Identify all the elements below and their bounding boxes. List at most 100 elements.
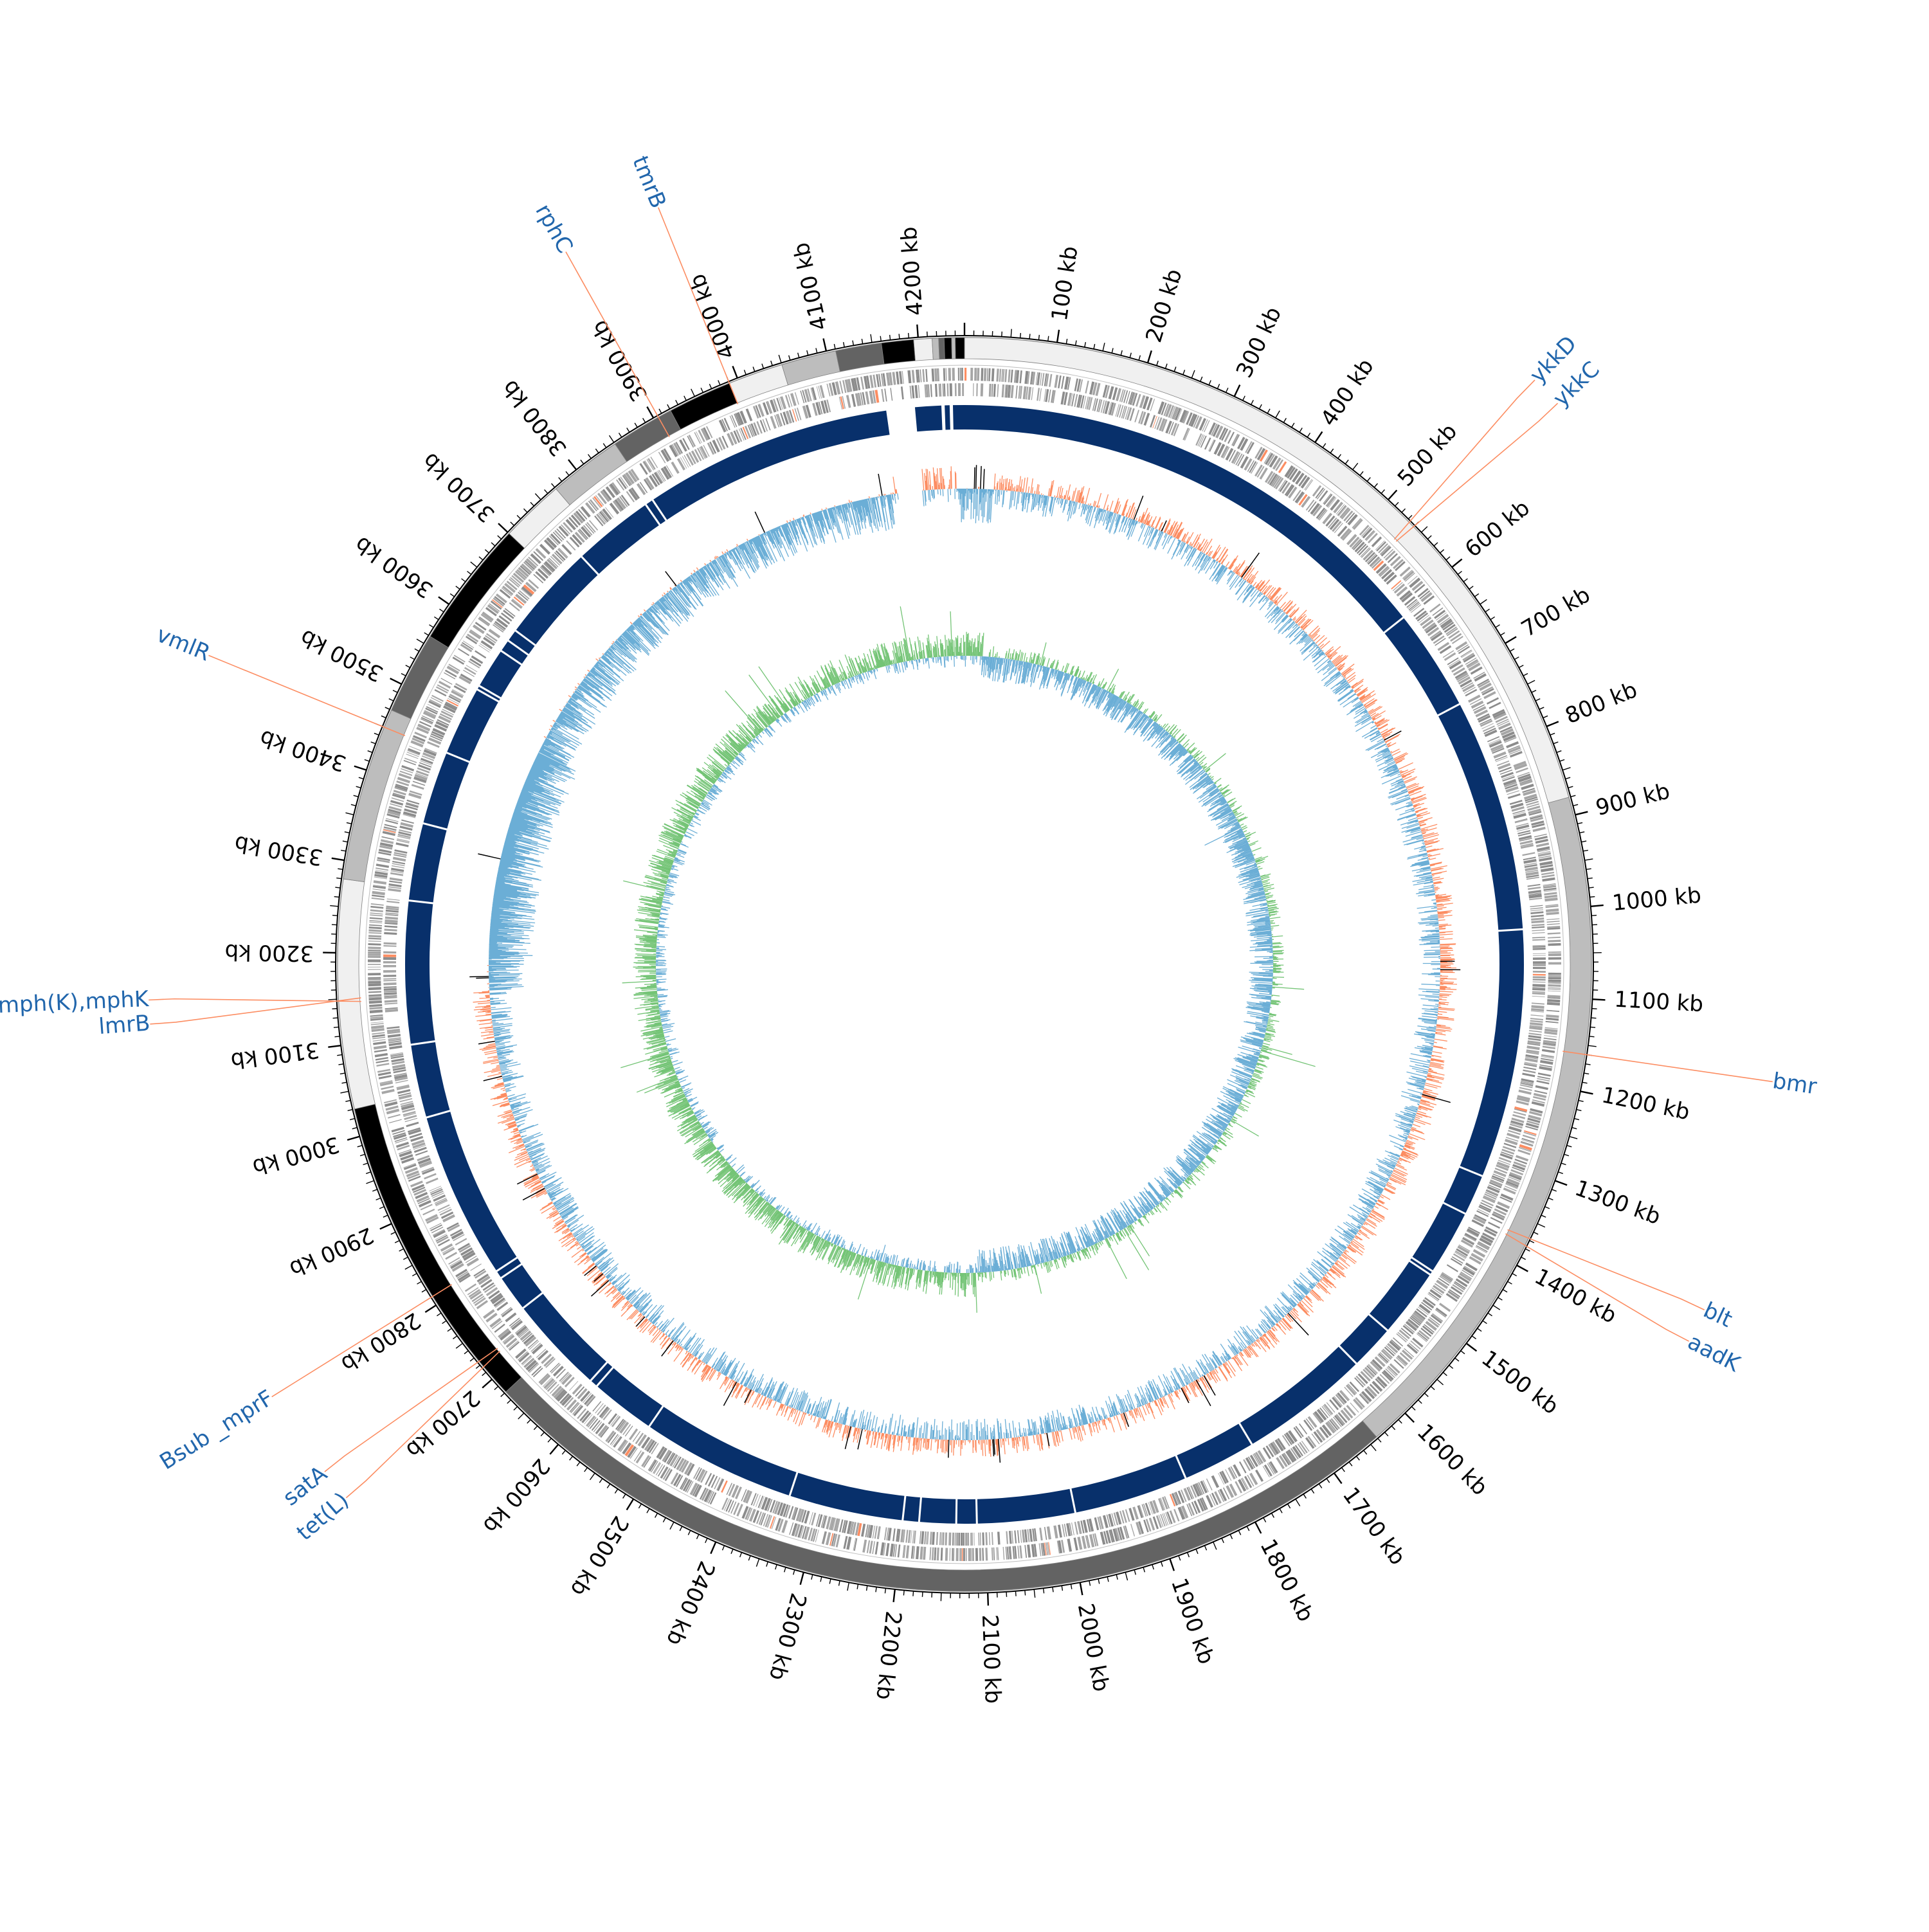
cds-feature: [999, 369, 1001, 382]
cds-feature: [1074, 1537, 1078, 1550]
ruler-tick: [390, 678, 402, 684]
cds-feature: [385, 820, 398, 824]
ruler-tick: [1148, 350, 1152, 363]
cds-feature: [1523, 1067, 1536, 1070]
ruler-tick: [562, 1450, 565, 1454]
cds-feature: [869, 375, 874, 388]
ruler-tick: [647, 407, 653, 418]
cds-feature: [368, 941, 381, 942]
ruler-tick: [1527, 680, 1535, 684]
cds-feature: [1533, 948, 1546, 950]
gene-label-tmrb: tmrB: [627, 152, 671, 212]
ruler-tick: [456, 1343, 462, 1348]
ruler-tick: [1066, 339, 1067, 344]
cds-feature: [946, 368, 947, 381]
cds-feature: [1548, 982, 1561, 984]
ruler-tick: [913, 1591, 914, 1596]
ruler-tick: [1418, 1400, 1422, 1404]
cds-feature: [1015, 386, 1017, 399]
cds-feature: [1037, 388, 1040, 401]
ruler-tick-label: 1600 kb: [1412, 1419, 1493, 1501]
cds-feature: [1487, 698, 1499, 705]
cds-feature: [935, 384, 937, 397]
cds-feature: [1259, 467, 1267, 480]
ruler-tick: [507, 1400, 511, 1404]
cds-feature: [1548, 957, 1561, 960]
cds-feature: [1532, 924, 1544, 926]
ruler-tick-label: 3800 kb: [497, 375, 572, 461]
cds-feature: [1077, 1537, 1082, 1549]
contig-block: [615, 411, 680, 462]
cds-feature: [932, 1532, 935, 1545]
cds-feature: [1058, 1524, 1062, 1537]
cds-feature: [955, 1533, 956, 1546]
ruler-tick: [1589, 897, 1595, 898]
ruler-tick-label: 900 kb: [1593, 778, 1672, 821]
cds-feature: [916, 1546, 919, 1559]
ruler-tick: [1411, 1407, 1415, 1411]
cds-feature: [1532, 932, 1545, 934]
ruler-tick: [371, 742, 376, 744]
cds-feature: [1506, 741, 1519, 748]
ruler-tick: [711, 1542, 716, 1553]
cds-feature: [1061, 376, 1064, 389]
cds-feature: [959, 1548, 961, 1561]
cds-feature: [386, 901, 399, 903]
ruler-tick: [552, 483, 555, 487]
cds-feature: [1546, 1010, 1559, 1012]
ruler-tick: [1139, 356, 1140, 361]
cds-feature: [384, 990, 397, 992]
ruler-tick: [1510, 649, 1514, 651]
cds-feature: [1513, 813, 1526, 818]
cds-feature: [1329, 1399, 1339, 1410]
ruler-tick: [425, 1305, 436, 1312]
cds-feature: [1353, 519, 1363, 530]
ruler-tick: [1564, 1154, 1569, 1155]
ruler-tick: [1452, 559, 1462, 568]
cds-feature: [992, 384, 993, 397]
ruler-tick: [541, 1432, 544, 1436]
cds-feature: [1548, 977, 1561, 979]
ruler-tick: [498, 536, 502, 539]
identity-segment: [953, 405, 964, 429]
ruler-tick: [336, 878, 341, 879]
contig-block: [944, 338, 952, 359]
cds-feature: [369, 1000, 382, 1004]
ruler-tick: [610, 435, 614, 442]
cds-feature: [404, 760, 416, 765]
ruler-tick: [328, 1045, 341, 1047]
ruler-tick: [332, 858, 345, 860]
cds-feature: [930, 384, 932, 397]
cds-feature: [369, 922, 382, 924]
gc-content-spike: [484, 1076, 502, 1081]
cds-feature: [952, 1533, 954, 1546]
ruler-tick: [1259, 404, 1262, 409]
gc-content-spike: [523, 1188, 545, 1200]
cds-feature: [1541, 1054, 1554, 1058]
cds-feature: [1024, 1545, 1027, 1558]
cds-feature: [953, 1548, 954, 1561]
cds-feature: [958, 368, 959, 381]
ruler-tick: [1585, 859, 1593, 860]
ruler-tick: [467, 572, 471, 575]
ruler-tick: [347, 1137, 359, 1140]
cds-feature: [369, 925, 382, 926]
cds-feature: [494, 1324, 505, 1333]
cds-feature: [1532, 988, 1545, 991]
cds-feature: [1548, 952, 1561, 953]
identity-break: [976, 1498, 977, 1525]
ruler-tick: [1408, 516, 1412, 519]
ruler-tick: [834, 344, 835, 349]
ruler-tick: [1571, 795, 1576, 797]
ruler-tick: [638, 1504, 641, 1508]
ruler-tick: [348, 1110, 353, 1111]
cds-feature: [1532, 930, 1544, 932]
ruler-tick: [1558, 1172, 1563, 1174]
cds-feature: [1548, 943, 1561, 946]
gc-content-spike: [723, 1382, 736, 1406]
ruler-tick: [470, 1358, 474, 1361]
ruler-tick: [1125, 1572, 1127, 1580]
ruler-tick: [1089, 1581, 1091, 1586]
cds-feature: [970, 368, 973, 381]
cds-feature: [944, 384, 946, 397]
